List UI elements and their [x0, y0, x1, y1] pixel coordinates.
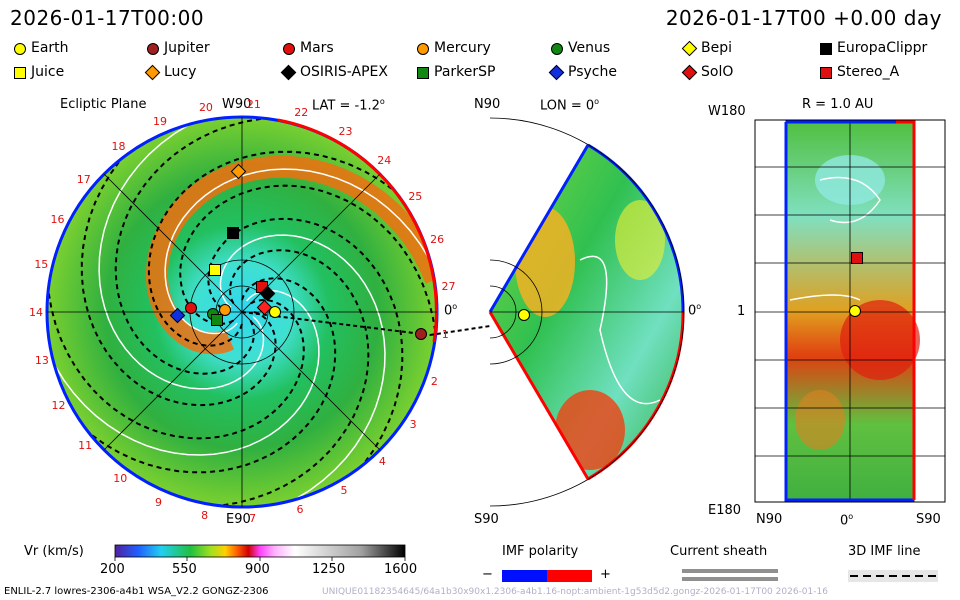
colorbar-tick-0: 200: [100, 562, 125, 577]
legend-marker-mercury: [417, 43, 429, 55]
footer-left: ENLIL-2.7 lowres-2306-a4b1 WSA_V2.2 GONG…: [4, 586, 269, 597]
date-left: 2026-01-17T00:00: [10, 6, 205, 30]
carrington-tick-12: 12: [51, 398, 66, 412]
stereo-a-marker-radial: [851, 252, 863, 264]
carrington-tick-11: 11: [78, 438, 93, 452]
legend-marker-juice: [14, 67, 26, 79]
colorbar-tick-1: 550: [172, 562, 197, 577]
sheath-label: Current sheath: [670, 544, 768, 559]
carrington-tick-16: 16: [50, 213, 65, 227]
meridional-top-label: N90: [474, 97, 501, 112]
carrington-tick-9: 9: [155, 495, 163, 509]
imf-plus: +: [600, 567, 611, 582]
carrington-tick-19: 19: [152, 115, 167, 129]
carrington-tick-1: 1: [441, 327, 449, 341]
legend-label-juice: Juice: [31, 64, 65, 80]
carrington-tick-2: 2: [430, 374, 438, 388]
imf-label: IMF polarity: [502, 544, 579, 559]
colorbar-label: Vr (km/s): [24, 544, 84, 559]
legend-label-europaclippr: EuropaClippr: [837, 40, 928, 56]
colorbar-tick-3: 1250: [312, 562, 346, 577]
legend-marker-venus: [551, 43, 563, 55]
footer-right: UNIQUE01182354645/64a1b30x90x1.2306-a4b1…: [322, 587, 828, 597]
legend-marker-europaclippr: [820, 43, 832, 55]
radial-x-mid: 0o: [840, 512, 854, 529]
radial-title: R = 1.0 AU: [802, 97, 874, 112]
imf-minus: −: [482, 567, 493, 582]
imf-positive-swatch: [547, 570, 592, 582]
legend-label-lucy: Lucy: [164, 64, 197, 80]
europaclippr-marker: [227, 227, 239, 239]
carrington-tick-7: 7: [249, 511, 257, 525]
sheath-line-2: [682, 577, 778, 581]
carrington-tick-24: 24: [377, 153, 392, 167]
legend-label-mars: Mars: [300, 40, 334, 56]
carrington-tick-18: 18: [111, 139, 126, 153]
meridional-lon-label: LON = 0o: [540, 97, 600, 114]
ecliptic-top-label: W90: [222, 97, 252, 112]
imfline-label: 3D IMF line: [848, 544, 921, 559]
ecliptic-panel: [45, 115, 491, 509]
legend-label-bepi: Bepi: [701, 40, 732, 56]
sheath-line-1: [682, 569, 778, 573]
carrington-tick-17: 17: [76, 172, 91, 186]
ecliptic-right-label: 0o: [444, 302, 458, 319]
carrington-tick-15: 15: [34, 258, 49, 272]
carrington-tick-13: 13: [34, 353, 49, 367]
mars-marker: [185, 302, 197, 314]
ecliptic-lat-label: LAT = -1.2o: [312, 97, 385, 114]
carrington-tick-20: 20: [198, 101, 213, 115]
parkersp-marker: [211, 314, 223, 326]
radial-x-right: S90: [916, 512, 941, 527]
legend-marker-jupiter: [147, 43, 159, 55]
carrington-tick-25: 25: [408, 190, 423, 204]
ecliptic-title: Ecliptic Plane: [60, 97, 147, 112]
legend-label-stereo_a: Stereo_A: [837, 64, 900, 80]
imf-negative-swatch: [502, 570, 547, 582]
legend-label-osiris-apex: OSIRIS-APEX: [300, 64, 388, 80]
legend-marker-mars: [283, 43, 295, 55]
legend-label-parkersp: ParkerSP: [434, 64, 496, 80]
carrington-tick-27: 27: [441, 279, 456, 293]
earth-marker-radial: [849, 305, 861, 317]
juice-marker: [209, 264, 221, 276]
legend-label-venus: Venus: [568, 40, 611, 56]
carrington-tick-8: 8: [201, 509, 209, 523]
carrington-tick-22: 22: [294, 106, 309, 120]
carrington-tick-23: 23: [338, 125, 353, 139]
colorbar-tick-2: 900: [245, 562, 270, 577]
legend-marker-stereo_a: [820, 67, 832, 79]
radial-x-left: N90: [756, 512, 783, 527]
carrington-tick-6: 6: [296, 502, 304, 516]
carrington-tick-14: 14: [29, 306, 43, 320]
jupiter-marker: [415, 328, 427, 340]
legend-label-mercury: Mercury: [434, 40, 491, 56]
meridional-bottom-label: S90: [474, 512, 499, 527]
carrington-tick-21: 21: [246, 98, 261, 112]
ecliptic-bottom-label: E90: [226, 512, 251, 527]
radial-bottom-left: E180: [708, 503, 742, 518]
legend-label-earth: Earth: [31, 40, 69, 56]
legend-label-psyche: Psyche: [568, 64, 617, 80]
earth-marker: [269, 306, 281, 318]
meridional-right-label: 0o: [688, 302, 702, 319]
carrington-tick-3: 3: [409, 417, 417, 431]
legend-marker-parkersp: [417, 67, 429, 79]
radial-mid-left: 1: [737, 304, 746, 319]
colorbar-tick-4: 1600: [384, 562, 418, 577]
date-right: 2026-01-17T00 +0.00 day: [665, 6, 942, 30]
legend-label-solo: SolO: [701, 64, 734, 80]
radial-top-left: W180: [708, 104, 746, 119]
carrington-tick-26: 26: [430, 233, 445, 247]
carrington-tick-5: 5: [340, 483, 348, 497]
carrington-tick-4: 4: [378, 454, 386, 468]
carrington-tick-10: 10: [113, 471, 128, 485]
earth-marker-meridional: [518, 309, 530, 321]
legend-marker-earth: [14, 43, 26, 55]
vr-colorbar: [114, 544, 406, 558]
legend-label-jupiter: Jupiter: [164, 40, 210, 56]
mercury-marker: [219, 304, 231, 316]
